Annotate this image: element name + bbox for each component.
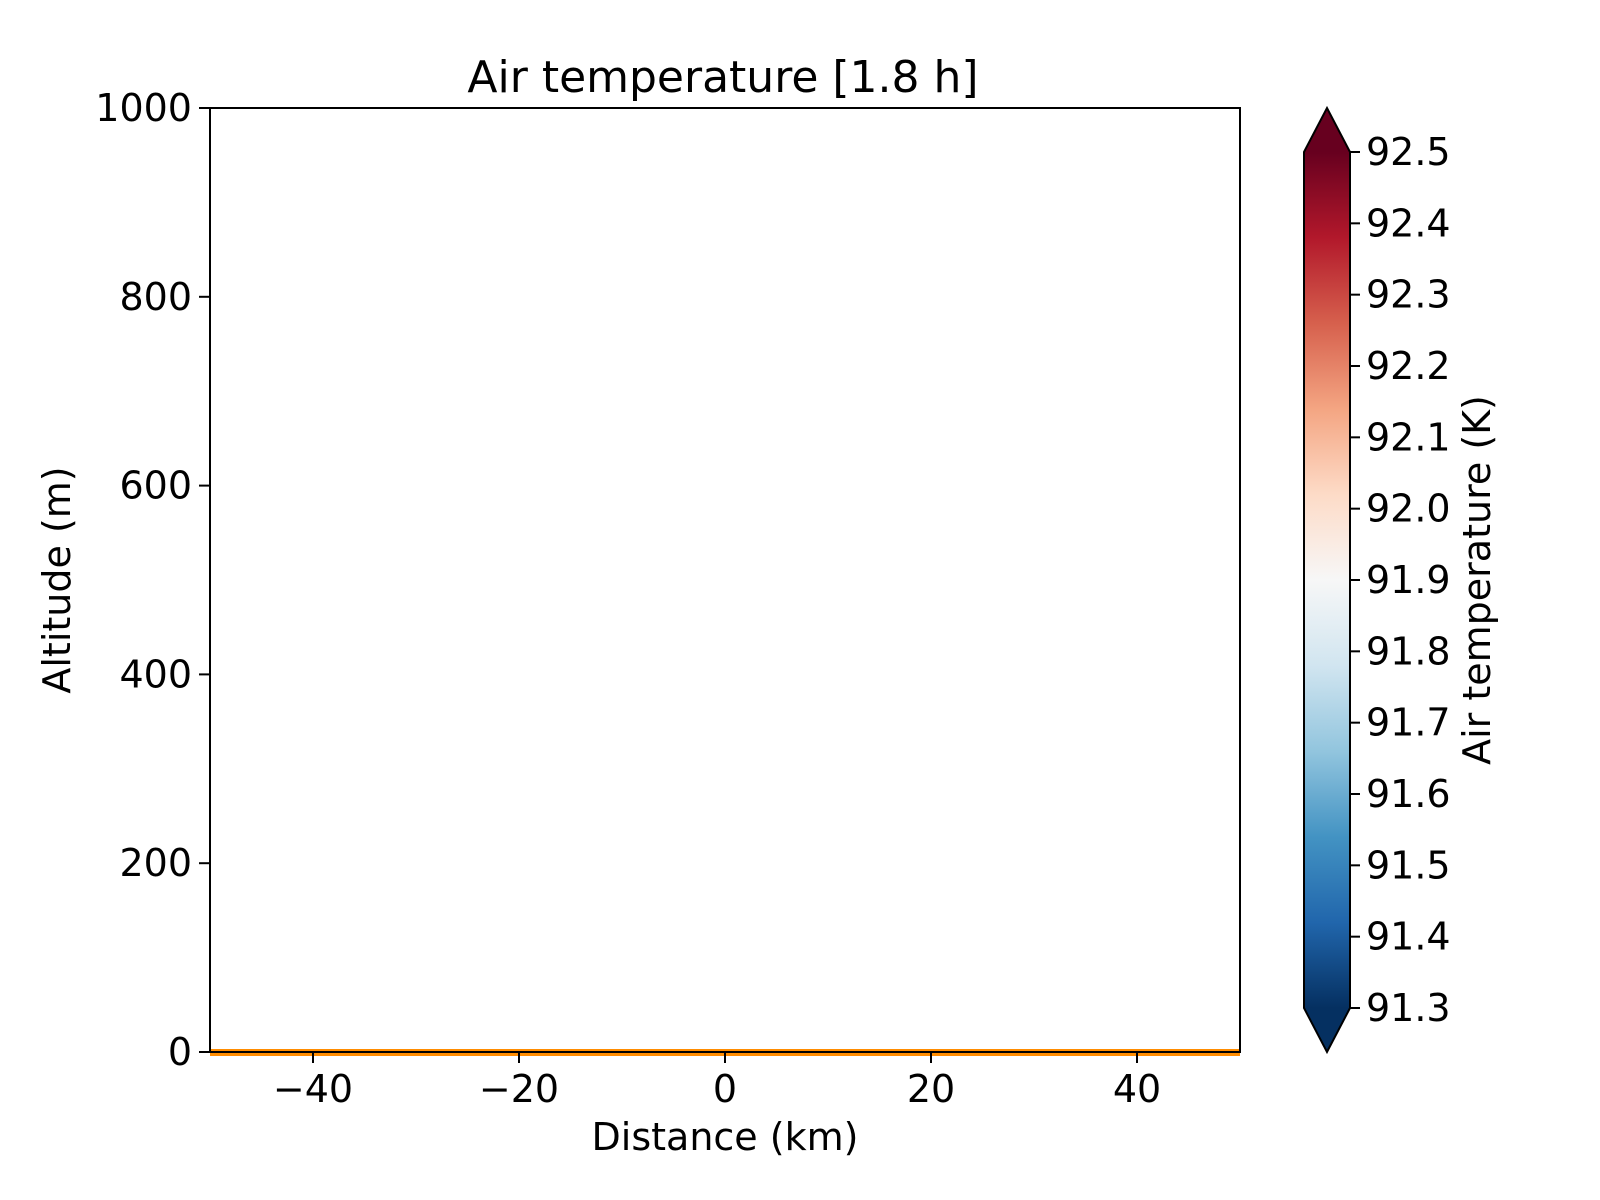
colorbar-tick-label: 91.7 xyxy=(1366,701,1451,745)
x-axis-ticks: −40 −20 0 20 40 xyxy=(273,1052,1161,1111)
plot-background xyxy=(210,108,1240,1052)
x-tick-label: −20 xyxy=(479,1067,559,1111)
y-tick-label: 400 xyxy=(119,652,192,696)
y-tick-label: 200 xyxy=(119,841,192,885)
x-tick-label: 0 xyxy=(713,1067,737,1111)
colorbar-gradient xyxy=(1304,152,1350,1008)
plot-area xyxy=(209,107,1241,1056)
colorbar-tick-label: 92.0 xyxy=(1366,487,1451,531)
colorbar-low-extension xyxy=(1304,1008,1350,1052)
colorbar-tick-label: 92.3 xyxy=(1366,273,1451,317)
y-tick-label: 1000 xyxy=(95,86,192,130)
colorbar-label: Air temperature (K) xyxy=(1455,395,1499,765)
colorbar-tick-label: 91.6 xyxy=(1366,772,1451,816)
y-axis-label: Altitude (m) xyxy=(35,466,79,693)
x-tick-label: 20 xyxy=(907,1067,955,1111)
colorbar-tick-label: 91.4 xyxy=(1366,915,1451,959)
colorbar: 91.3 91.4 91.5 91.6 91.7 91.8 91.9 92.0 92.1 92.2… xyxy=(1303,105,1451,1055)
y-tick-label: 800 xyxy=(119,275,192,319)
colorbar-tick-label: 92.2 xyxy=(1366,344,1451,388)
colorbar-tick-label: 92.4 xyxy=(1366,201,1451,245)
colorbar-ticks: 91.3 91.4 91.5 91.6 91.7 91.8 91.9 92.0 92.1 92.2… xyxy=(1350,130,1451,1030)
colorbar-tick-label: 92.1 xyxy=(1366,415,1451,459)
colorbar-tick-label: 91.9 xyxy=(1366,558,1451,602)
colorbar-tick-label: 91.5 xyxy=(1366,843,1451,887)
chart-title: Air temperature [1.8 h] xyxy=(467,52,978,103)
colorbar-tick-label: 91.8 xyxy=(1366,629,1451,673)
y-axis-ticks: 0 200 400 600 800 1000 xyxy=(95,86,210,1074)
x-tick-label: −40 xyxy=(273,1067,353,1111)
colorbar-tick-label: 91.3 xyxy=(1366,986,1451,1030)
y-tick-label: 600 xyxy=(119,464,192,508)
x-tick-label: 40 xyxy=(1113,1067,1161,1111)
x-axis-label: Distance (km) xyxy=(592,1115,859,1159)
y-tick-label: 0 xyxy=(168,1030,192,1074)
colorbar-tick-label: 92.5 xyxy=(1366,130,1451,174)
colorbar-high-extension xyxy=(1304,108,1350,152)
